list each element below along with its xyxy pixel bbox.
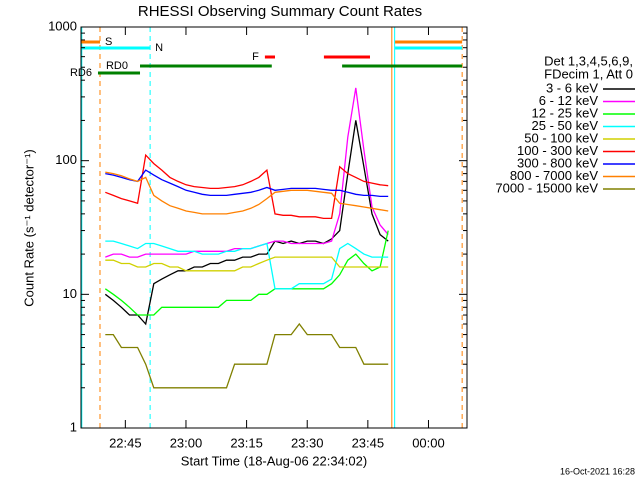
y-axis-label: Count Rate (s⁻¹ detector⁻¹): [21, 149, 36, 307]
x-tick-label: 23:45: [352, 435, 385, 450]
series-line: [105, 169, 389, 198]
y-tick-label: 1000: [48, 18, 77, 33]
plot-frame: [80, 26, 468, 429]
series-line: [105, 171, 389, 215]
legend-label: 800 - 7000 keV: [510, 168, 599, 183]
flag-label: F: [252, 51, 259, 63]
legend-header: FDecim 1, Att 0: [544, 66, 633, 81]
legend-label: 100 - 300 keV: [517, 143, 598, 158]
legend-label: 3 - 6 keV: [546, 80, 598, 95]
y-tick-label: 1: [70, 419, 77, 434]
x-tick-label: 23:30: [291, 435, 324, 450]
footer-date: 16-Oct-2021 16:28: [560, 466, 635, 476]
x-tick-label: 00:00: [412, 435, 445, 450]
flag-label: N: [155, 42, 163, 54]
x-tick-label: 22:45: [109, 435, 142, 450]
legend-label: 50 - 100 keV: [524, 130, 598, 145]
chart-title: RHESSI Observing Summary Count Rates: [138, 3, 422, 20]
legend-label: 7000 - 15000 keV: [495, 180, 598, 195]
series-line: [105, 256, 389, 272]
series-line: [105, 153, 389, 220]
y-tick-label: 100: [55, 152, 77, 167]
legend-label: 12 - 25 keV: [532, 105, 599, 120]
series-line: [104, 230, 389, 316]
series-line: [105, 322, 389, 389]
x-tick-label: 23:15: [230, 435, 263, 450]
legend-label: 6 - 12 keV: [539, 93, 599, 108]
x-tick-label: 23:00: [170, 435, 203, 450]
flag-label: S: [105, 36, 112, 48]
x-axis-label: Start Time (18-Aug-06 22:34:02): [181, 453, 367, 468]
y-tick-label: 10: [63, 286, 77, 301]
series-line: [104, 120, 389, 326]
series-line: [105, 240, 389, 290]
legend-label: 25 - 50 keV: [532, 118, 599, 133]
legend-header: Det 1,3,4,5,6,9,: [544, 53, 633, 68]
flag-label: RD0: [106, 60, 128, 72]
legend-label: 300 - 800 keV: [517, 155, 598, 170]
